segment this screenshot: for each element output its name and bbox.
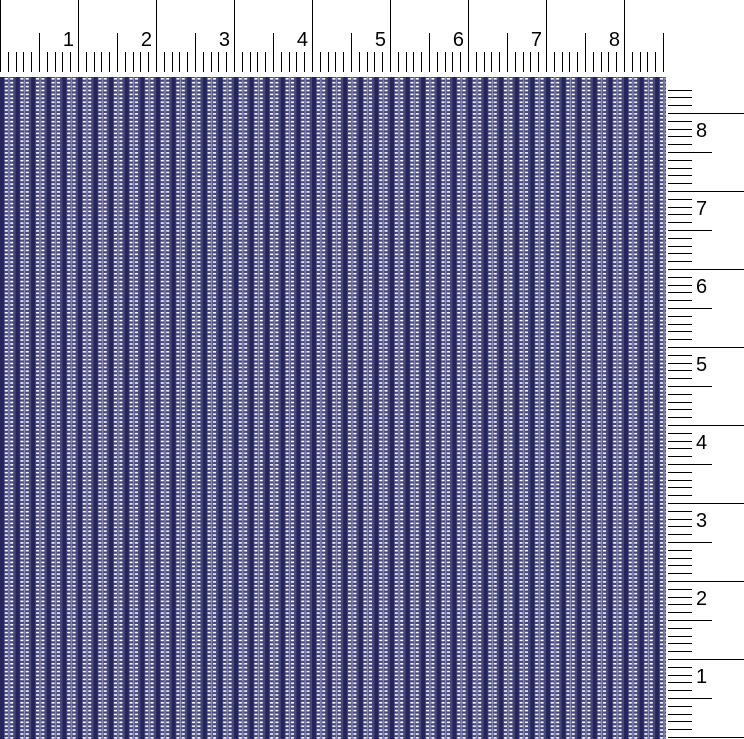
top-ruler: 1 2 3 4 5 6 7 8 (0, 0, 664, 72)
ruler-label: 4 (297, 29, 308, 51)
ruler-label: 2 (141, 29, 152, 51)
fabric-swatch (0, 77, 666, 739)
ruler-label: 1 (63, 29, 74, 51)
ruler-label: 6 (453, 29, 464, 51)
ruler-label: 8 (696, 120, 707, 142)
ruler-label: 7 (696, 198, 707, 220)
ruler-label: 3 (219, 29, 230, 51)
ruler-label: 2 (696, 588, 707, 610)
ruler-label: 6 (696, 276, 707, 298)
ruler-label: 4 (696, 432, 707, 454)
right-ruler: 8 7 6 5 4 3 2 1 (668, 90, 744, 738)
ruler-label: 8 (609, 29, 620, 51)
ruler-label: 1 (696, 666, 707, 688)
ruler-label: 7 (531, 29, 542, 51)
ruler-label: 3 (696, 510, 707, 532)
swatch-fill (0, 77, 666, 739)
ruler-label: 5 (375, 29, 386, 51)
ruler-label: 5 (696, 354, 707, 376)
